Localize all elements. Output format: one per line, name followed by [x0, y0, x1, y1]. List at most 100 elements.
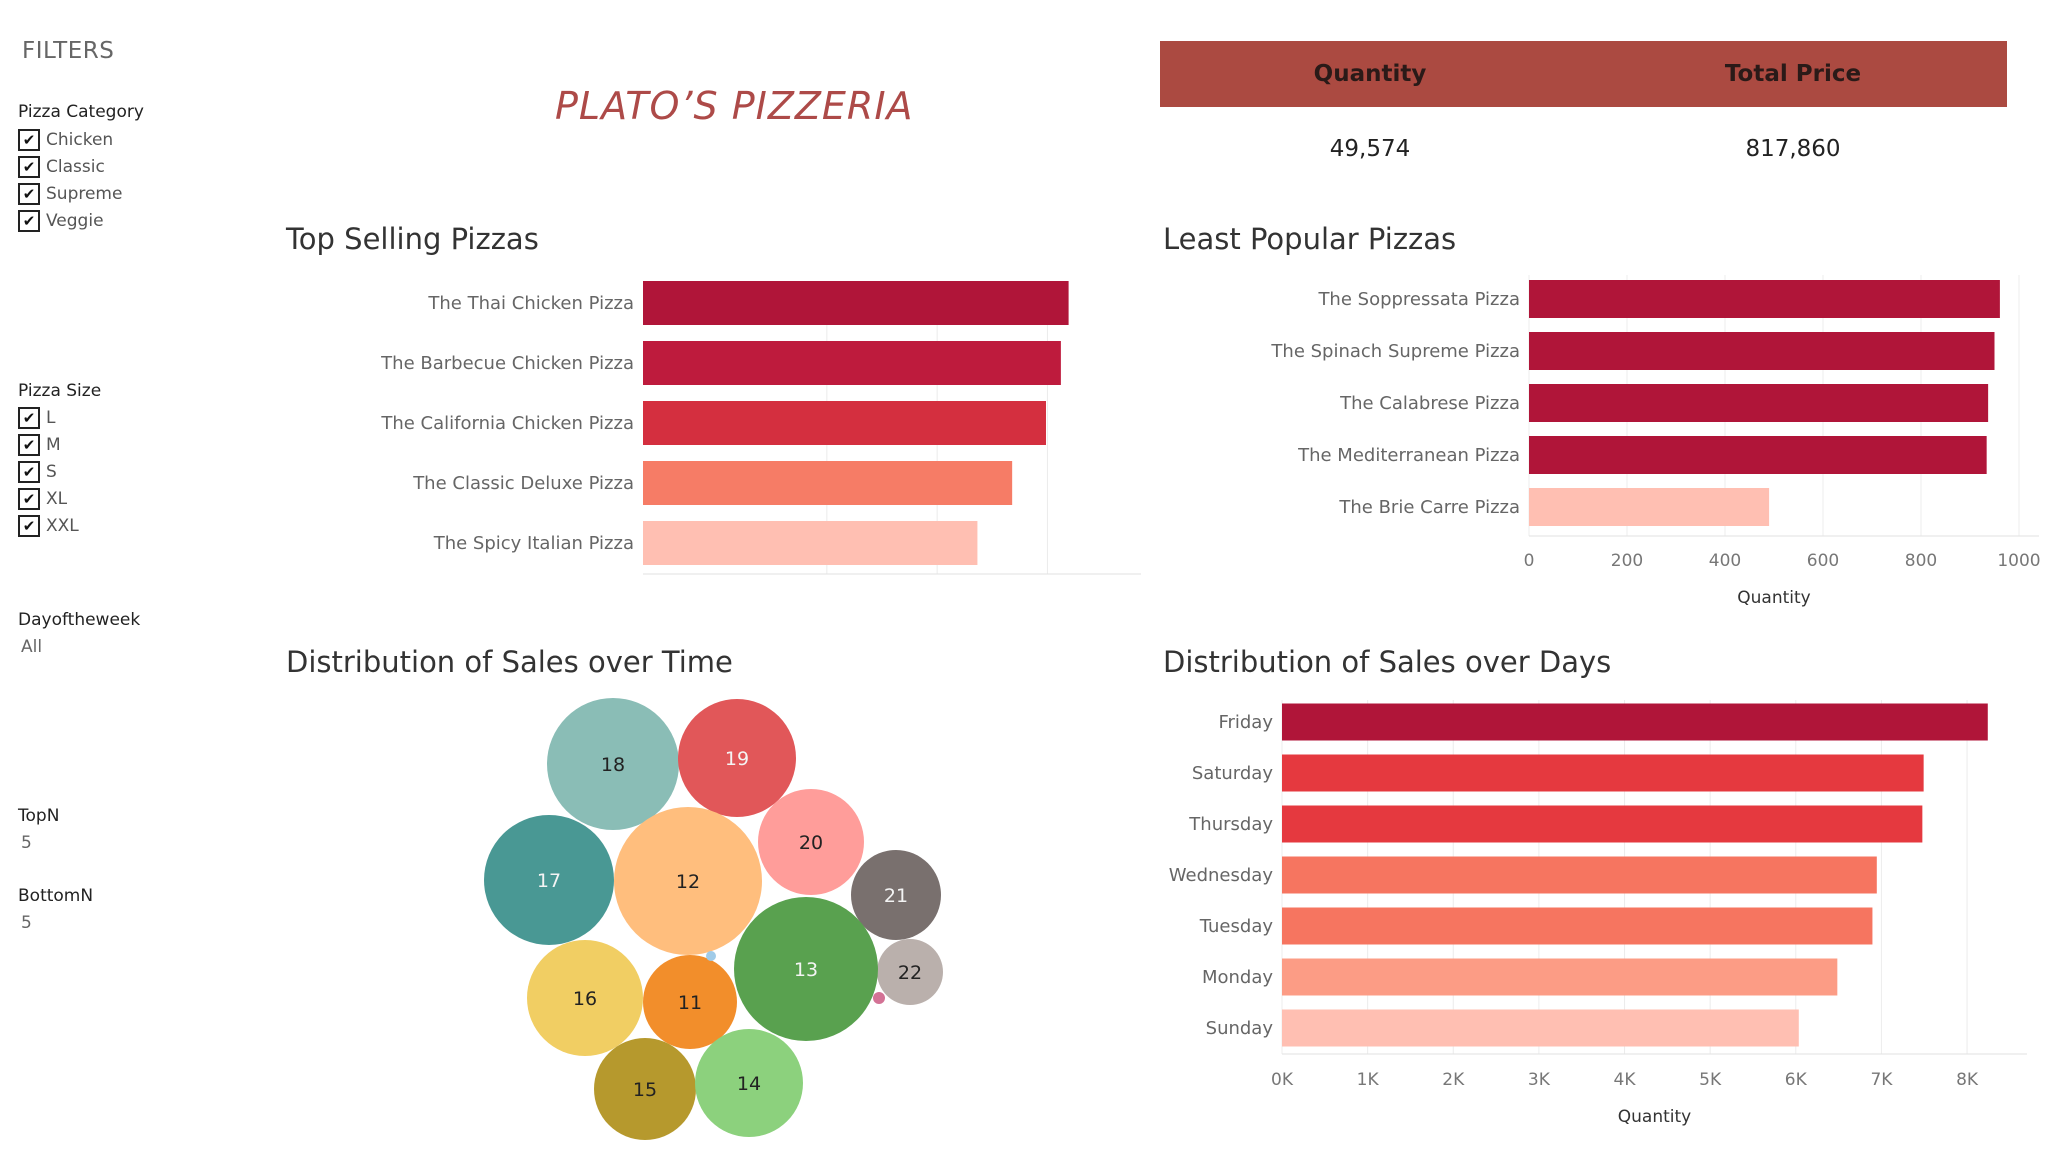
bubble-label: 12 [676, 871, 700, 893]
bubble [484, 815, 614, 945]
x-tick-label: 1000 [1997, 551, 2040, 571]
checkbox-checked-icon[interactable]: ✔ [18, 183, 40, 205]
x-tick-label: 4K [1614, 1070, 1637, 1090]
bubble [877, 939, 943, 1005]
category-label: The California Chicken Pizza [380, 413, 634, 434]
category-label: The Classic Deluxe Pizza [412, 473, 634, 494]
bubble [643, 955, 737, 1049]
checkbox-checked-icon[interactable]: ✔ [18, 488, 40, 510]
bar [643, 281, 1069, 325]
bubble-label: 20 [799, 832, 823, 854]
x-tick-label: 600 [1807, 551, 1839, 571]
bar [1282, 754, 1924, 792]
checkbox-checked-icon[interactable]: ✔ [18, 407, 40, 429]
bar [1282, 1009, 1799, 1047]
category-label: Tuesday [1199, 916, 1274, 937]
bubble-label: 17 [537, 870, 561, 892]
bar [1282, 907, 1873, 945]
size-option-xl[interactable]: ✔ XL [18, 486, 67, 512]
bubble-label: 19 [725, 748, 749, 770]
quantity-kpi-label: Quantity [1313, 61, 1427, 87]
x-axis-title: Quantity [1618, 1107, 1691, 1127]
bubble [678, 699, 796, 817]
checkbox-checked-icon[interactable]: ✔ [18, 515, 40, 537]
bubble [706, 951, 716, 961]
category-label: The Spinach Supreme Pizza [1270, 341, 1520, 362]
bar [1529, 280, 2000, 318]
topn-label: TopN [18, 806, 60, 826]
x-tick-label: 3K [1528, 1070, 1551, 1090]
x-tick-label: 5K [1699, 1070, 1722, 1090]
size-option-label: M [46, 435, 61, 455]
bar [1529, 384, 1989, 422]
checkbox-checked-icon[interactable]: ✔ [18, 156, 40, 178]
kpi-header-band: Quantity Total Price [1160, 41, 2007, 107]
category-option-veggie[interactable]: ✔ Veggie [18, 208, 104, 234]
bar [643, 401, 1046, 445]
category-label: The Soppressata Pizza [1317, 289, 1520, 310]
total-price-kpi-value: 817,860 [1745, 136, 1841, 162]
x-tick-label: 8K [1956, 1070, 1979, 1090]
checkbox-checked-icon[interactable]: ✔ [18, 434, 40, 456]
bubble-label: 15 [633, 1079, 657, 1101]
bubble [594, 1038, 696, 1140]
bubble-label: 11 [678, 992, 702, 1014]
x-tick-label: 800 [1905, 551, 1937, 571]
bubble [695, 1029, 803, 1137]
checkbox-checked-icon[interactable]: ✔ [18, 210, 40, 232]
bubble-label: 13 [794, 959, 818, 981]
x-tick-label: 400 [1709, 551, 1741, 571]
category-label: The Mediterranean Pizza [1297, 445, 1520, 466]
filters-title: FILTERS [22, 38, 115, 64]
bubble [851, 850, 941, 940]
bubble-label: 16 [573, 988, 597, 1010]
bubble-label: 22 [898, 962, 922, 984]
dashboard-title: PLATO’S PIZZERIA [555, 84, 914, 128]
least-popular-title: Least Popular Pizzas [1163, 222, 1457, 256]
bar [643, 461, 1013, 505]
category-option-chicken[interactable]: ✔ Chicken [18, 127, 113, 153]
x-tick-label: 0K [1271, 1070, 1294, 1090]
bar [643, 521, 978, 565]
bottomn-value[interactable]: 5 [21, 913, 32, 933]
size-option-s[interactable]: ✔ S [18, 459, 57, 485]
category-option-label: Classic [46, 157, 105, 177]
dayofweek-value[interactable]: All [21, 637, 43, 657]
bar [643, 341, 1061, 385]
category-label: Monday [1202, 967, 1273, 988]
size-option-label: XXL [46, 516, 79, 536]
category-option-supreme[interactable]: ✔ Supreme [18, 181, 122, 207]
pizza-size-label: Pizza Size [18, 381, 102, 401]
size-option-xxl[interactable]: ✔ XXL [18, 513, 79, 539]
bubble [527, 940, 643, 1056]
category-option-label: Supreme [46, 184, 123, 204]
category-option-classic[interactable]: ✔ Classic [18, 154, 105, 180]
size-option-label: XL [46, 489, 68, 509]
bar [1282, 805, 1923, 843]
top-selling-title: Top Selling Pizzas [286, 222, 539, 256]
category-label: Saturday [1192, 763, 1273, 784]
bubble-label: 21 [884, 885, 908, 907]
category-label: The Spicy Italian Pizza [433, 533, 634, 554]
size-option-m[interactable]: ✔ M [18, 432, 61, 458]
pizza-category-label: Pizza Category [18, 102, 144, 122]
checkbox-checked-icon[interactable]: ✔ [18, 461, 40, 483]
size-option-label: L [46, 408, 56, 428]
category-label: The Calabrese Pizza [1339, 393, 1520, 414]
category-option-label: Chicken [46, 130, 114, 150]
bar [1529, 436, 1987, 474]
topn-value[interactable]: 5 [21, 833, 32, 853]
x-tick-label: 2K [1442, 1070, 1465, 1090]
size-option-l[interactable]: ✔ L [18, 405, 55, 431]
x-tick-label: 200 [1611, 551, 1643, 571]
category-label: The Thai Chicken Pizza [427, 293, 634, 314]
bubble-label: 18 [601, 754, 625, 776]
bar [1529, 488, 1770, 526]
bar [1282, 856, 1877, 894]
x-axis-title: Quantity [1737, 588, 1810, 608]
quantity-kpi-value: 49,574 [1329, 136, 1411, 162]
size-option-label: S [46, 462, 57, 482]
checkbox-checked-icon[interactable]: ✔ [18, 129, 40, 151]
bubble [758, 789, 864, 895]
